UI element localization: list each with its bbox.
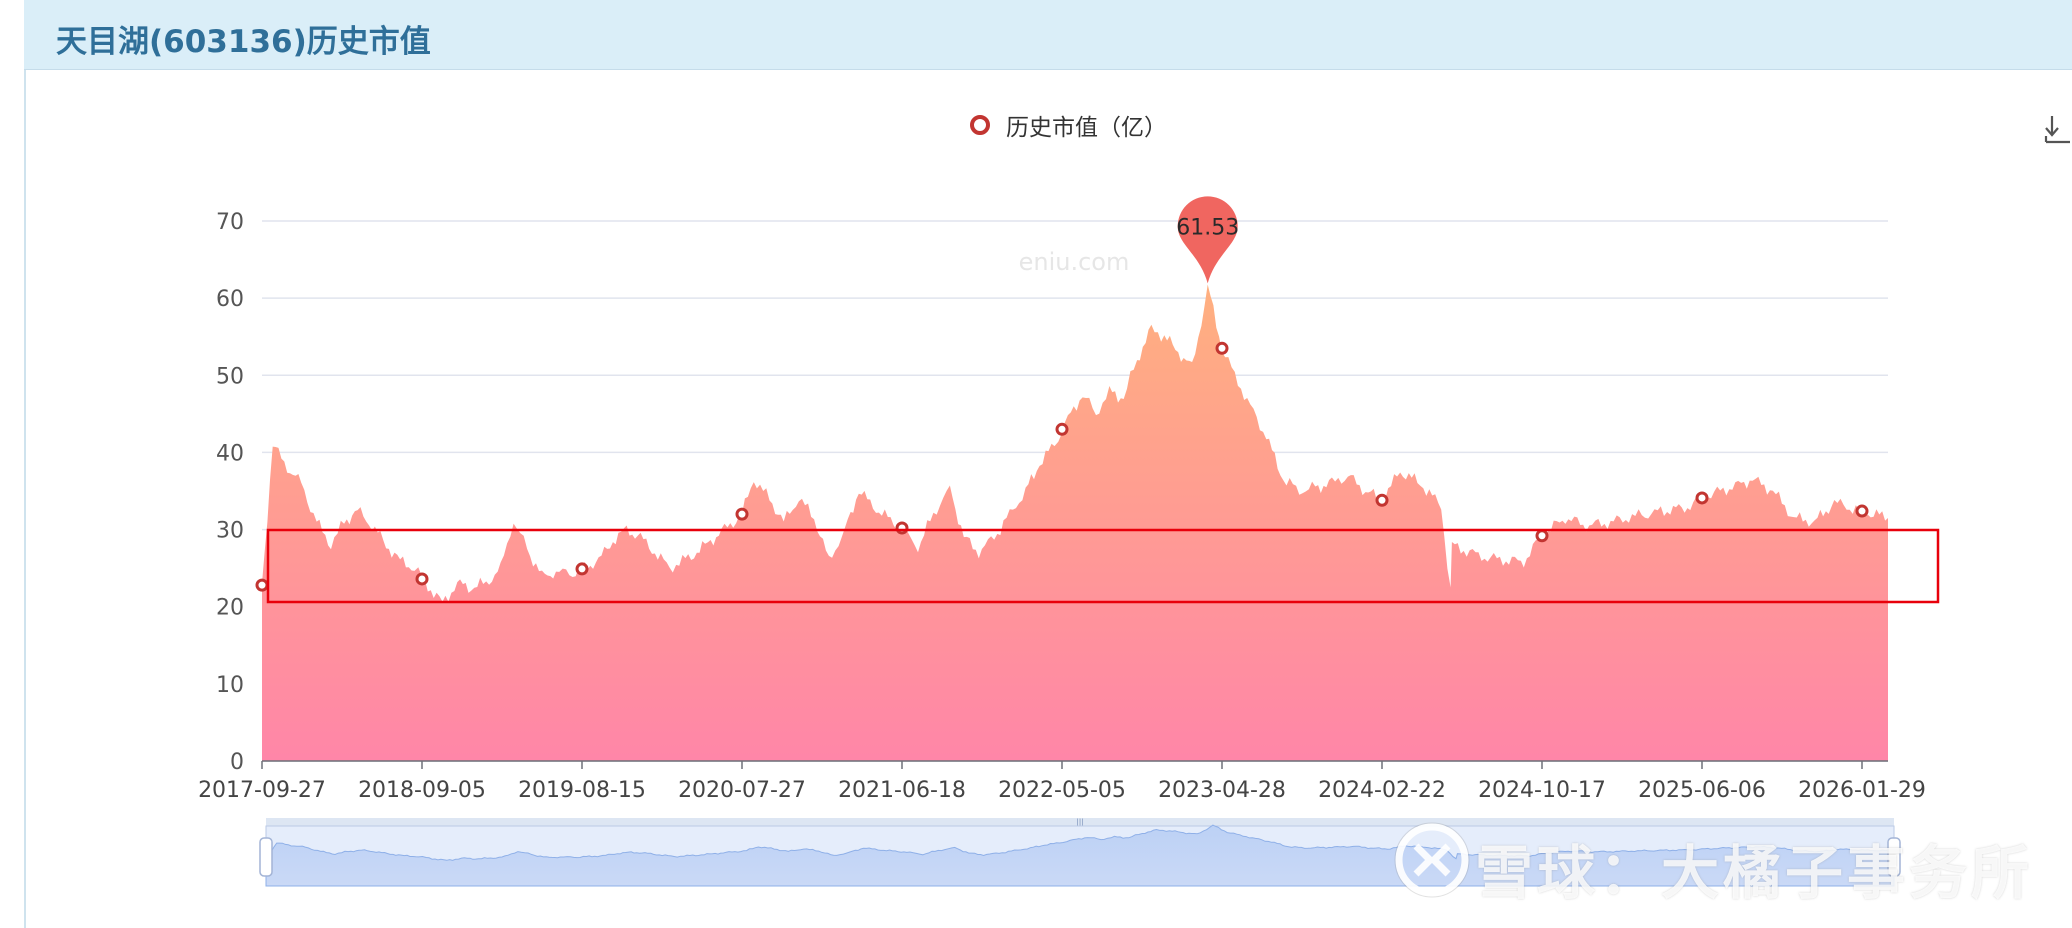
- data-marker[interactable]: [255, 578, 269, 592]
- x-tick-label: 2017-09-27: [198, 778, 326, 803]
- highlight-box: [266, 528, 1940, 604]
- data-marker[interactable]: [1535, 529, 1549, 543]
- x-axis: 2017-09-27 2018-09-05 2019-08-15 2020-07-27…: [198, 760, 1926, 803]
- chart-watermark: eniu.com: [1019, 248, 1130, 276]
- y-axis: 0 10 20 30 40 50 60 70: [216, 210, 244, 775]
- x-tick-label: 2018-09-05: [358, 778, 486, 803]
- x-tick-label: 2021-06-18: [838, 778, 966, 803]
- y-tick-label: 50: [216, 364, 244, 389]
- x-tick-label: 2022-05-05: [998, 778, 1126, 803]
- x-tick-label: 2020-07-27: [678, 778, 806, 803]
- xueqiu-logo-icon: [1394, 822, 1470, 898]
- zoom-grip-icon[interactable]: |||: [1076, 818, 1084, 829]
- x-tick-label: 2024-02-22: [1318, 778, 1446, 803]
- x-tick-label: 2023-04-28: [1158, 778, 1286, 803]
- x-tick-label: 2026-01-29: [1798, 778, 1926, 803]
- max-pin-label: 61.53: [1176, 215, 1239, 240]
- watermark-brand: 雪球：大橘子事务所: [1475, 839, 2034, 907]
- hollow-circle-icon: [970, 115, 990, 135]
- data-marker[interactable]: [1215, 341, 1229, 355]
- zoom-handle-right[interactable]: [1887, 837, 1901, 877]
- data-marker[interactable]: [1855, 504, 1869, 518]
- download-icon[interactable]: [2044, 114, 2072, 146]
- area-series: [262, 284, 1888, 761]
- y-tick-label: 70: [216, 210, 244, 235]
- page-title: 天目湖(603136)历史市值: [56, 24, 431, 60]
- y-tick-label: 40: [216, 441, 244, 466]
- data-marker[interactable]: [415, 572, 429, 586]
- legend-label: 历史市值（亿）: [1006, 115, 1167, 141]
- zoom-top-bar[interactable]: [266, 818, 1894, 826]
- y-tick-label: 30: [216, 519, 244, 544]
- data-zoom-slider[interactable]: |||: [259, 818, 1901, 887]
- y-tick-label: 10: [216, 673, 244, 698]
- legend[interactable]: 历史市值（亿）: [970, 108, 1167, 142]
- max-pin-shape: [1177, 196, 1238, 284]
- data-marker[interactable]: [735, 507, 749, 521]
- panel-header: 天目湖(603136)历史市值: [24, 0, 2072, 70]
- data-marker[interactable]: [1695, 491, 1709, 505]
- data-marker[interactable]: [1055, 422, 1069, 436]
- x-tick-label: 2019-08-15: [518, 778, 646, 803]
- y-tick-label: 20: [216, 596, 244, 621]
- y-tick-label: 60: [216, 287, 244, 312]
- area-fill: [262, 284, 1888, 761]
- x-tick-label: 2025-06-06: [1638, 778, 1766, 803]
- y-tick-label: 0: [230, 750, 244, 775]
- data-marker[interactable]: [1375, 493, 1389, 507]
- x-tick-label: 2024-10-17: [1478, 778, 1606, 803]
- zoom-handle-left[interactable]: [259, 837, 273, 877]
- data-marker[interactable]: [895, 521, 909, 535]
- data-marker[interactable]: [575, 562, 589, 576]
- max-pin: 61.53: [1176, 196, 1239, 284]
- zoom-preview-series: [265, 824, 1895, 887]
